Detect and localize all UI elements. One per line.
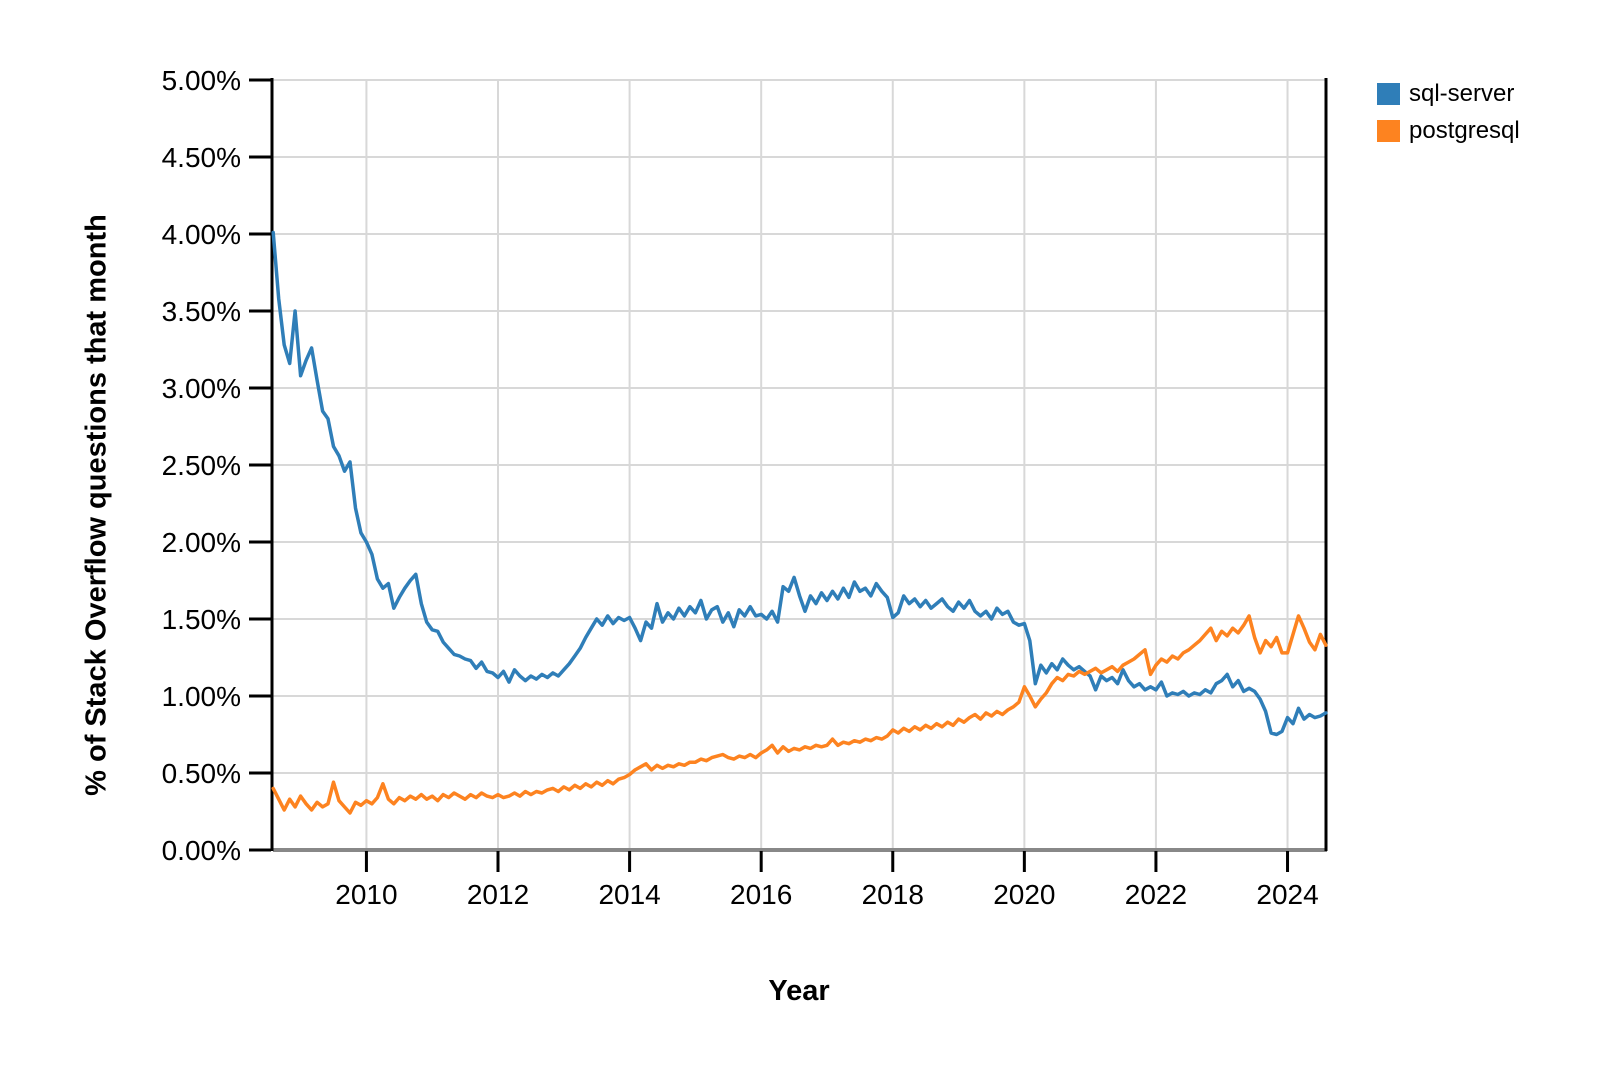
y-tick-label: 0.00% <box>162 835 241 866</box>
y-tick-label: 2.50% <box>162 450 241 481</box>
y-tick-label: 2.00% <box>162 527 241 558</box>
series-line-postgresql <box>271 614 1328 815</box>
legend-swatch-postgresql <box>1377 120 1400 142</box>
legend-swatch-sql-server <box>1377 83 1400 105</box>
series-line-sql-server <box>271 230 1328 737</box>
x-tick-label: 2010 <box>335 879 397 910</box>
x-tick-label: 2024 <box>1256 879 1318 910</box>
y-tick-label: 4.00% <box>162 219 241 250</box>
y-tick-label: 1.00% <box>162 681 241 712</box>
x-tick-label: 2014 <box>598 879 660 910</box>
y-tick-label: 4.50% <box>162 142 241 173</box>
y-axis-title: % of Stack Overflow questions that month <box>80 214 113 796</box>
legend: sql-server postgresql <box>1377 82 1520 156</box>
y-tick-label: 0.50% <box>162 758 241 789</box>
x-tick-label: 2018 <box>862 879 924 910</box>
legend-item-sql-server[interactable]: sql-server <box>1377 82 1520 106</box>
legend-label-postgresql: postgresql <box>1409 117 1520 144</box>
y-tick-label: 3.00% <box>162 373 241 404</box>
legend-item-postgresql[interactable]: postgresql <box>1377 119 1520 143</box>
x-tick-label: 2022 <box>1125 879 1187 910</box>
y-tick-label: 1.50% <box>162 604 241 635</box>
x-tick-label: 2016 <box>730 879 792 910</box>
x-tick-label: 2012 <box>467 879 529 910</box>
y-tick-label: 5.00% <box>162 65 241 96</box>
y-tick-label: 3.50% <box>162 296 241 327</box>
x-tick-label: 2020 <box>993 879 1055 910</box>
x-axis-title: Year <box>768 975 830 1007</box>
legend-label-sql-server: sql-server <box>1409 80 1515 107</box>
